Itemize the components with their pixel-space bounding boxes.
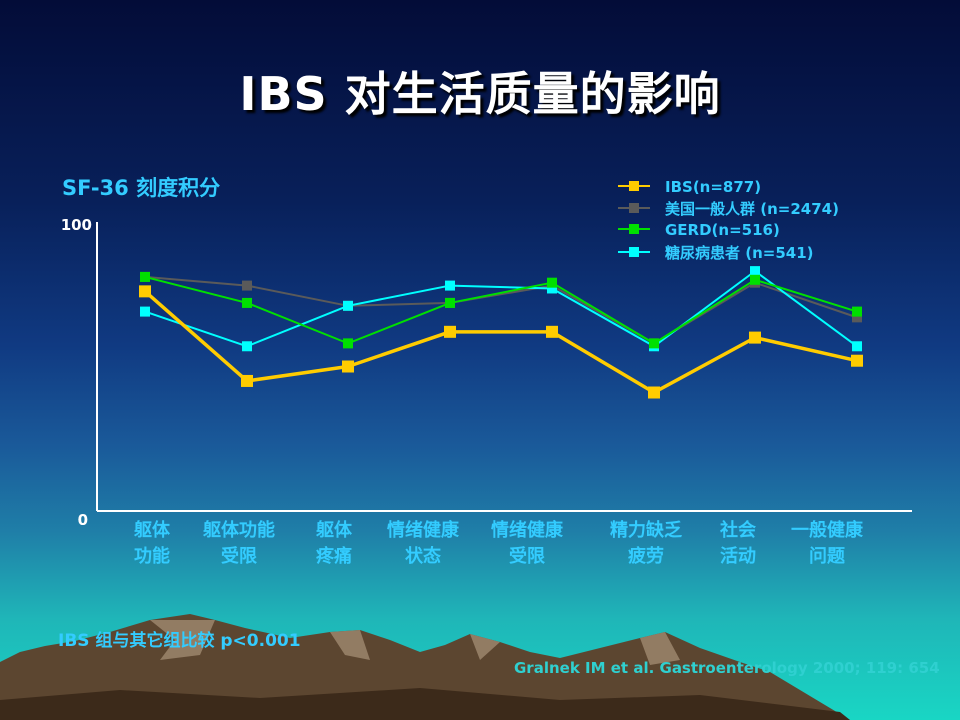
legend-label: 美国一般人群 (n=2474) <box>665 200 839 218</box>
series-line <box>143 290 858 395</box>
data-point <box>648 386 660 399</box>
page-title: IBS 对生活质量的影响 <box>239 67 721 121</box>
x-tick-label: 状态 <box>405 545 441 567</box>
legend-label: IBS(n=877) <box>665 178 761 196</box>
data-point <box>852 306 862 317</box>
legend-swatch-marker <box>629 181 639 191</box>
series-line <box>144 275 858 345</box>
data-point <box>140 271 150 282</box>
legend-label: 糖尿病患者 (n=541) <box>665 244 814 262</box>
data-point <box>445 280 455 291</box>
data-point <box>241 374 253 387</box>
data-point <box>242 297 252 308</box>
significance-note: IBS 组与其它组比较 p<0.001 <box>58 631 301 651</box>
data-point <box>750 266 760 277</box>
legend-swatch-marker <box>629 247 639 257</box>
x-tick-label: 疲劳 <box>628 545 664 567</box>
x-tick-label: 一般健康 <box>791 519 864 541</box>
y-tick-label: 0 <box>78 511 88 529</box>
legend-label: GERD(n=516) <box>665 221 780 239</box>
data-point <box>343 300 353 311</box>
data-point <box>852 341 862 352</box>
data-point <box>140 306 150 317</box>
chart-subtitle: SF-36 刻度积分 <box>62 176 221 200</box>
x-tick-label: 疼痛 <box>316 545 352 567</box>
data-point <box>242 341 252 352</box>
data-point <box>547 277 557 288</box>
citation: Gralnek IM et al. Gastroenterology 2000;… <box>514 659 940 677</box>
x-tick-label: 受限 <box>509 545 546 567</box>
series-line <box>144 275 858 345</box>
data-point <box>749 331 761 344</box>
x-tick-label: 受限 <box>221 545 258 567</box>
data-point <box>342 360 354 373</box>
line-chart: 0100躯体功能躯体功能受限躯体疼痛情绪健康状态情绪健康受限精力缺乏疲劳社会活动… <box>61 178 864 567</box>
data-point <box>444 325 456 338</box>
data-point <box>547 283 557 294</box>
x-tick-label: 躯体功能 <box>202 519 275 541</box>
x-tick-label: 情绪健康 <box>491 519 564 541</box>
x-tick-label: 躯体 <box>315 519 353 541</box>
y-tick-label: 100 <box>61 216 92 234</box>
legend-swatch-marker <box>629 203 639 213</box>
x-tick-label: 活动 <box>720 545 756 567</box>
legend-swatch-marker <box>629 224 639 234</box>
data-point <box>242 280 252 291</box>
x-tick-label: 社会 <box>720 519 756 541</box>
x-tick-label: 功能 <box>134 545 170 567</box>
data-point <box>851 354 863 367</box>
data-point <box>139 285 151 298</box>
data-point <box>546 325 558 338</box>
series-line <box>144 270 858 348</box>
x-tick-label: 情绪健康 <box>387 519 460 541</box>
x-tick-label: 问题 <box>809 546 846 567</box>
x-tick-label: 躯体 <box>133 519 171 541</box>
x-tick-label: 精力缺乏 <box>610 519 682 541</box>
data-point <box>750 274 760 285</box>
data-point <box>649 338 659 349</box>
data-point <box>445 297 455 308</box>
data-point <box>852 312 862 323</box>
data-point <box>343 338 353 349</box>
